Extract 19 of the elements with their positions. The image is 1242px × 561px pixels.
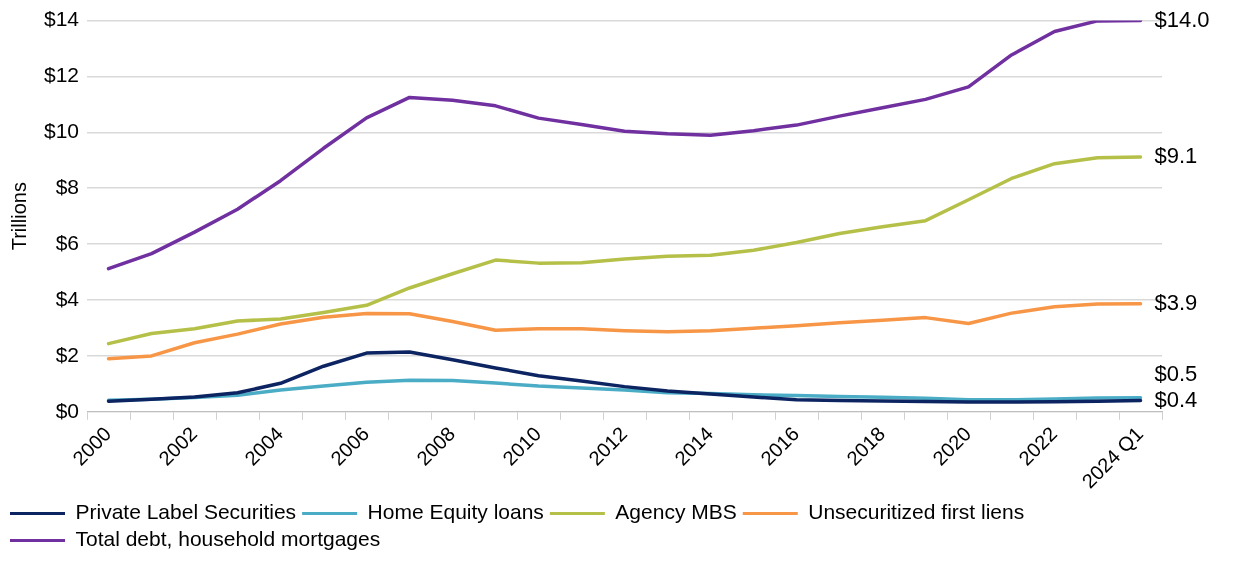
y-tick-label: $2 [55,342,80,366]
data-label: $3.9 [1154,289,1198,315]
y-tick-label: $4 [55,286,80,310]
y-tick-label: $12 [43,63,80,87]
y-tick-label: $10 [43,119,80,143]
legend-label: Agency MBS [615,500,737,524]
legend-label: Home Equity loans [367,500,544,524]
data-label: $14.0 [1154,6,1210,32]
y-tick-label: $8 [55,175,80,199]
data-label: $9.1 [1154,143,1198,169]
legend-label: Unsecuritized first liens [808,500,1025,524]
data-label: $0.5 [1154,360,1198,386]
data-label: $0.4 [1154,386,1198,412]
y-axis-title: Trillions [7,182,30,251]
legend-label: Private Label Securities [75,500,297,524]
legend-label: Total debt, household mortgages [75,527,381,551]
y-tick-label: $6 [55,230,80,254]
y-tick-label: $0 [55,398,80,422]
y-tick-label: $14 [43,7,80,31]
